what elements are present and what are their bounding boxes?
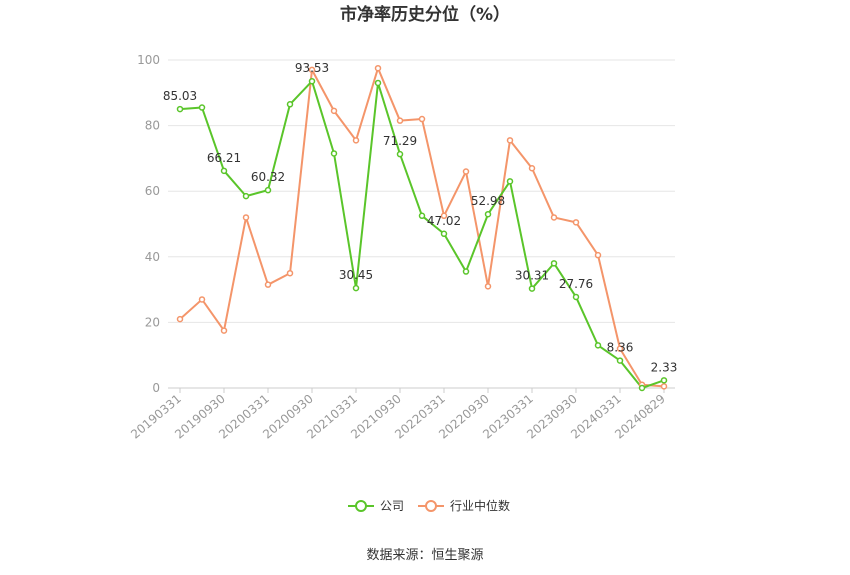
series-0-point <box>308 77 316 85</box>
series-points <box>176 64 668 392</box>
legend-label: 行业中位数 <box>450 498 510 513</box>
data-label: 66.21 <box>207 151 241 165</box>
data-label: 93.53 <box>295 61 329 75</box>
legend-label: 公司 <box>380 499 404 513</box>
series-1-point <box>528 164 536 172</box>
series-0-point <box>572 293 580 301</box>
series-1-point <box>176 315 184 323</box>
y-axis: 0 20 40 60 80 100 <box>137 53 160 395</box>
chart-title: 市净率历史分位（%） <box>340 4 510 25</box>
data-label: 71.29 <box>383 134 417 148</box>
series-0-point <box>484 210 492 218</box>
series-0-point <box>198 104 206 111</box>
data-label: 60.32 <box>251 170 285 184</box>
data-label: 47.02 <box>427 214 461 228</box>
series-1-point <box>286 269 294 277</box>
y-tick-label: 60 <box>145 184 160 198</box>
series-0-point <box>264 186 272 194</box>
series-1-point <box>594 251 602 259</box>
series-1-point <box>308 66 316 74</box>
series-0-point <box>462 268 470 275</box>
series-1-point <box>660 383 668 390</box>
series-1-point <box>352 137 360 144</box>
series-1-point <box>418 115 426 123</box>
series-0-point <box>176 105 184 113</box>
series-1-point <box>440 212 448 220</box>
series-1-point <box>264 281 272 288</box>
series-0-point <box>220 167 228 175</box>
y-tick-label: 80 <box>145 119 160 133</box>
series-1-point <box>198 296 206 303</box>
series-0-point <box>352 284 360 292</box>
source-note: 数据来源：恒生聚源 <box>366 548 483 563</box>
series-1-point <box>506 137 514 144</box>
y-tick-label: 40 <box>145 250 160 264</box>
data-label: 27.76 <box>559 277 593 291</box>
data-label: 52.98 <box>471 194 505 208</box>
series-1-point <box>330 107 338 115</box>
y-tick-label: 0 <box>152 381 160 395</box>
series-0-point <box>594 342 602 349</box>
series-0-point <box>638 384 646 392</box>
series-1-point <box>220 327 228 334</box>
legend[interactable]: 公司 行业中位数 <box>348 498 510 513</box>
series-1-point <box>550 214 558 221</box>
series-1-point <box>616 345 624 352</box>
series-1-point <box>462 168 470 175</box>
legend-item-0[interactable]: 公司 <box>348 499 404 513</box>
series-1-point <box>396 117 404 124</box>
series-1-point <box>242 214 250 221</box>
series-0-point <box>396 150 404 158</box>
legend-marker <box>425 500 437 512</box>
legend-item-1[interactable]: 行业中位数 <box>418 498 510 513</box>
series-1-point <box>572 219 580 226</box>
series-0-point <box>418 212 426 220</box>
series-0-point <box>242 192 250 200</box>
data-label: 85.03 <box>163 89 197 103</box>
series-0-point <box>660 377 668 384</box>
y-tick-label: 20 <box>145 315 160 329</box>
series-0-point <box>616 357 624 364</box>
data-label: 8.36 <box>607 341 634 355</box>
series-0-point <box>286 101 294 108</box>
series-0-point <box>528 285 536 292</box>
series-0-point <box>330 150 338 157</box>
series-1-point <box>484 283 492 290</box>
data-label: 30.45 <box>339 268 373 282</box>
x-axis: 2019033120190930202003312020093020210331… <box>128 387 675 442</box>
data-labels: 85.03 66.21 60.32 93.53 30.45 71.29 47.02 52.98… <box>163 61 678 374</box>
legend-marker <box>355 500 367 512</box>
series-0-point <box>374 79 382 87</box>
data-label: 30.31 <box>515 269 549 283</box>
series-0-point <box>506 178 514 185</box>
series-0-point <box>440 230 448 238</box>
y-tick-label: 100 <box>137 53 160 67</box>
data-label: 2.33 <box>651 360 678 374</box>
series-0-point <box>550 260 558 267</box>
series-1-point <box>374 64 382 72</box>
